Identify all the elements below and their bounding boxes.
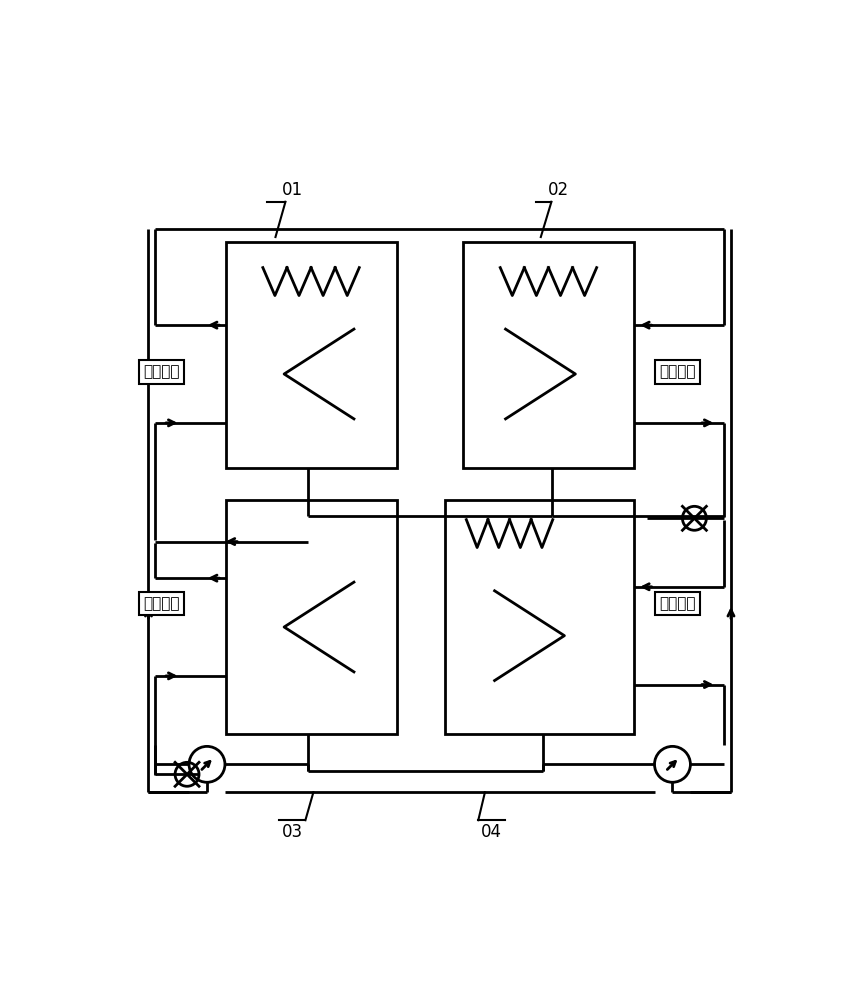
- Text: 03: 03: [281, 823, 303, 841]
- Bar: [226, 500, 396, 734]
- Text: 高温热源: 高温热源: [660, 365, 696, 380]
- Bar: [226, 242, 396, 468]
- Text: 01: 01: [281, 181, 303, 199]
- Text: 02: 02: [547, 181, 569, 199]
- Text: 低温热源: 低温热源: [143, 596, 180, 611]
- Text: 04: 04: [481, 823, 502, 841]
- Bar: [445, 500, 634, 734]
- Bar: [463, 242, 634, 468]
- Text: 中温热源: 中温热源: [660, 596, 696, 611]
- Text: 中温热源: 中温热源: [143, 365, 180, 380]
